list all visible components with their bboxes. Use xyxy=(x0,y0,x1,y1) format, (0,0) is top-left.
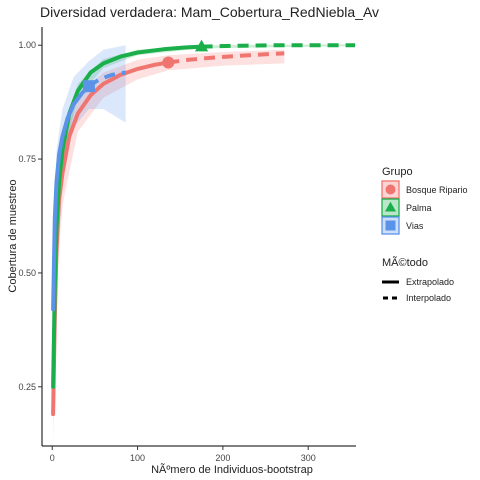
band-vias xyxy=(53,45,126,337)
observed-markers xyxy=(82,39,209,93)
legend-group-title: Grupo xyxy=(382,166,413,178)
legend-label-vias: Vias xyxy=(406,221,424,231)
line-extrapolated-palma xyxy=(201,43,356,49)
marker-observed-vias xyxy=(82,80,95,93)
marker-observed-palma xyxy=(194,39,209,52)
y-tick-label-0.25: 0.25 xyxy=(18,382,36,392)
confidence-bands xyxy=(53,44,356,442)
x-tick-label-200: 200 xyxy=(215,453,230,463)
legend-method-extrapolado: Extrapolado xyxy=(406,277,454,287)
y-axis-label: Cobertura de muestreo xyxy=(7,179,19,292)
x-tick-label-100: 100 xyxy=(130,453,145,463)
line-interpolated-vias xyxy=(51,84,91,312)
legend-marker-vias xyxy=(385,220,396,231)
y-tick-label-1: 1.00 xyxy=(18,40,36,50)
line-interpolated-palma xyxy=(51,44,204,389)
y-tick-label-0.5: 0.50 xyxy=(18,268,36,278)
legend-marker-palma xyxy=(385,201,396,212)
legend-method-title: MÃ©todo xyxy=(382,256,428,269)
axes: 0 100 200 300 0.25 0.50 0.75 1.00 xyxy=(18,27,356,463)
marker-observed-bosque-ripario xyxy=(162,56,175,69)
x-tick-label-300: 300 xyxy=(301,453,316,463)
legend-method-interpolado: Interpolado xyxy=(406,293,451,303)
x-tick-label-0: 0 xyxy=(50,453,55,463)
legend-marker-bosque-ripario xyxy=(385,184,396,195)
legend: Grupo Bosque Ripario Palma Vias MÃ©todo Extra… xyxy=(381,166,468,303)
legend-label-palma: Palma xyxy=(406,203,432,213)
chart-title: Diversidad verdadera: Mam_Cobertura_RedN… xyxy=(40,4,379,20)
legend-label-bosque-ripario: Bosque Ripario xyxy=(406,185,468,195)
y-tick-label-0.75: 0.75 xyxy=(18,154,36,164)
line-extrapolated-bosque-ripario xyxy=(168,51,285,65)
x-axis-label: NÃºmero de Individuos-bootstrap xyxy=(151,463,313,476)
